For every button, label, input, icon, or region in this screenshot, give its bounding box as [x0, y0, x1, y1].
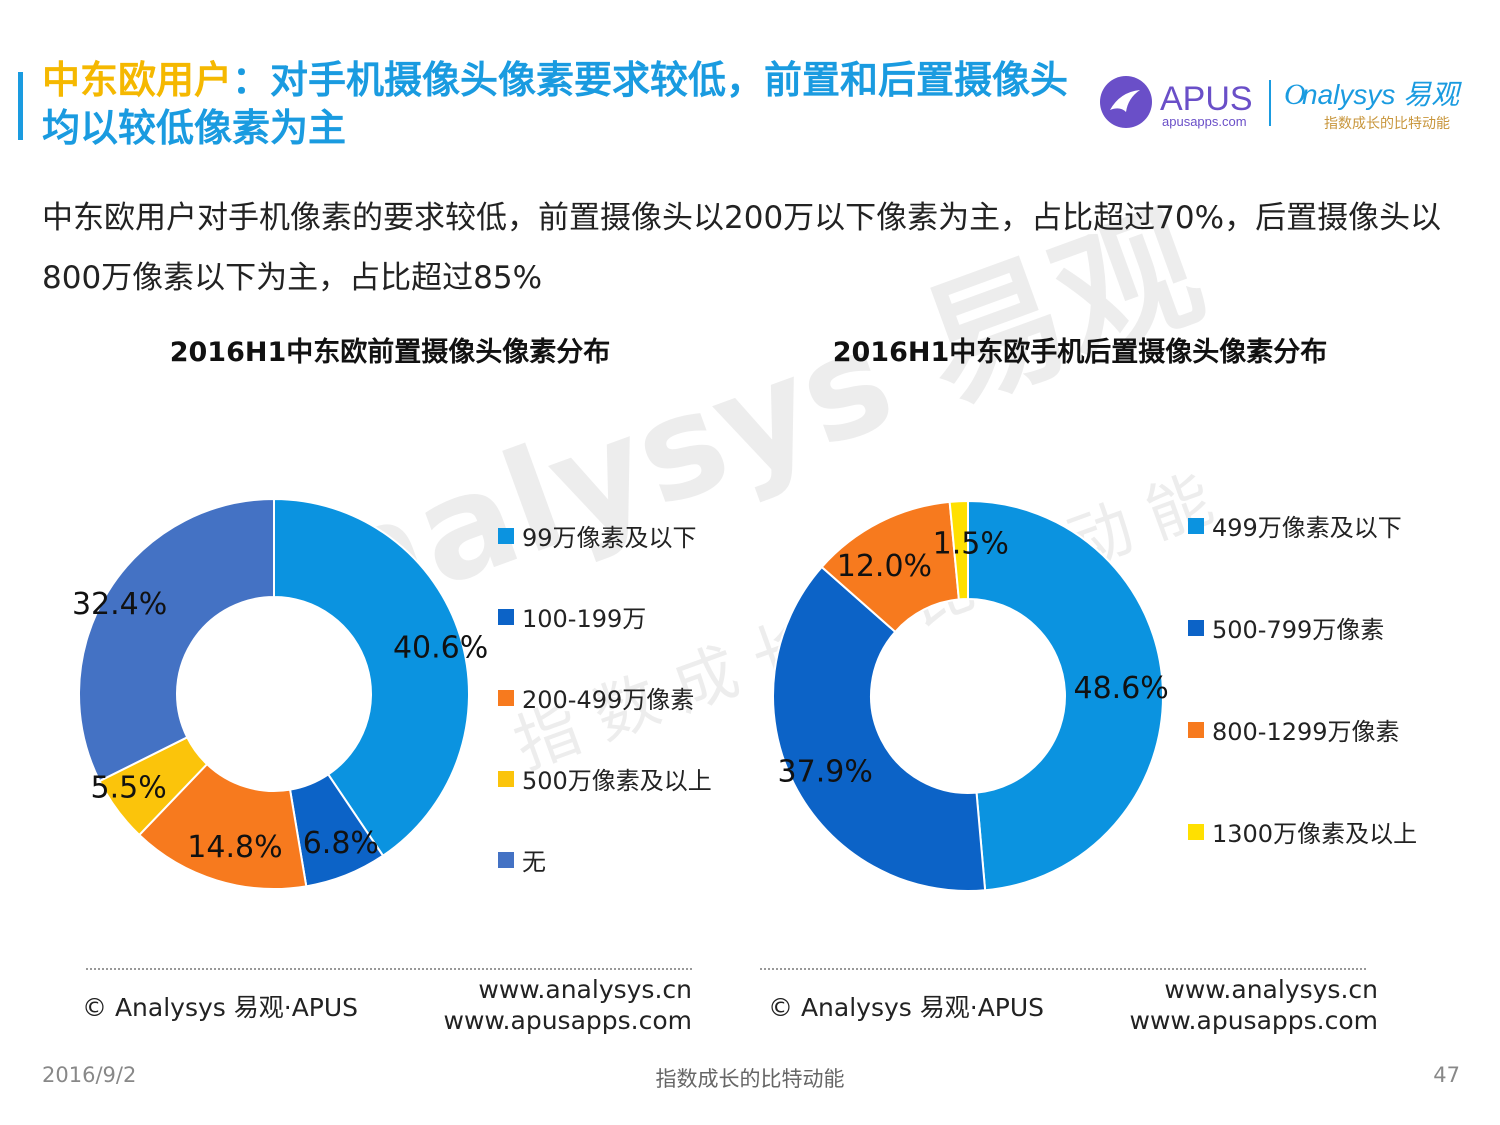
analysys-logo-o: O [1284, 78, 1306, 111]
chart-right-title: 2016H1中东欧手机后置摄像头像素分布 [832, 337, 1328, 368]
urls-left: www.analysys.cn www.apusapps.com [430, 974, 692, 1036]
rear-legend-item-1: 500-799万像素 [1188, 610, 1384, 645]
front-legend-swatch-0 [498, 527, 514, 544]
rear-label-3: 1.5% [933, 526, 1009, 561]
rear-legend-item-0: 499万像素及以下 [1188, 508, 1402, 543]
rear-legend-swatch-0 [1188, 517, 1204, 534]
rear-legend-label-3: 1300万像素及以上 [1212, 820, 1418, 848]
front-slice-2 [137, 762, 308, 890]
url-analysys-left: www.analysys.cn [478, 975, 692, 1004]
apus-logo-url: apusapps.com [1162, 114, 1247, 129]
front-legend-label-1: 100-199万 [522, 605, 647, 633]
apus-logo-text: APUS [1160, 80, 1253, 118]
footer-slogan: 指数成长的比特动能 [655, 1067, 845, 1091]
title-accent-bar [18, 72, 23, 140]
front-label-3: 5.5% [91, 771, 167, 806]
url-apus-right: www.apusapps.com [1129, 1006, 1378, 1035]
footer-date: 2016/9/2 [42, 1063, 137, 1087]
page-title: 中东欧用户：对手机摄像头像素要求较低，前置和后置摄像头均以较低像素为主 [42, 56, 1102, 152]
divider-left [86, 968, 692, 970]
front-legend-item-1: 100-199万 [498, 599, 646, 634]
front-legend-label-2: 200-499万像素 [522, 686, 695, 714]
front-legend-label-4: 无 [522, 848, 546, 876]
url-analysys-right: www.analysys.cn [1164, 975, 1378, 1004]
front-legend-item-0: 99万像素及以下 [498, 518, 697, 553]
rear-slice-3 [948, 499, 969, 601]
page-number: 47 [1433, 1063, 1460, 1087]
rear-label-1: 37.9% [778, 755, 873, 790]
front-legend-item-2: 200-499万像素 [498, 680, 694, 715]
logo-area: APUS apusapps.com O nalysys 易观 指数成长的比特动能 [1098, 74, 1478, 134]
front-legend-label-0: 99万像素及以下 [522, 524, 697, 552]
rear-legend-item-3: 1300万像素及以上 [1188, 814, 1417, 849]
rear-legend-label-2: 800-1299万像素 [1212, 718, 1400, 746]
divider-right [760, 968, 1366, 970]
front-legend-item-4: 无 [498, 842, 546, 877]
front-slice-0 [273, 497, 470, 858]
legend-rear-camera: 499万像素及以下 500-799万像素 800-1299万像素 1300万像素及以上 [1188, 508, 1448, 848]
rear-legend-label-0: 499万像素及以下 [1212, 514, 1402, 542]
front-label-0: 40.6% [393, 631, 488, 666]
front-label-4: 32.4% [72, 587, 167, 622]
source-right: © Analysys 易观·APUS [768, 993, 1045, 1022]
analysys-logo-text: nalysys 易观 [1302, 79, 1462, 110]
chart-left-title: 2016H1中东欧前置摄像头像素分布 [169, 337, 611, 368]
front-label-1: 6.8% [303, 826, 379, 861]
rear-legend-swatch-3 [1188, 823, 1204, 840]
rear-legend-swatch-1 [1188, 619, 1204, 636]
rear-slice-1 [772, 565, 987, 892]
rear-legend-label-1: 500-799万像素 [1212, 616, 1385, 644]
front-legend-swatch-3 [498, 770, 514, 787]
front-legend-label-3: 500万像素及以上 [522, 767, 712, 795]
legend-front-camera: 99万像素及以下 100-199万 200-499万像素 500万像素及以上无 [498, 518, 738, 878]
rear-legend-item-2: 800-1299万像素 [1188, 712, 1400, 747]
front-legend-item-3: 500万像素及以上 [498, 761, 712, 796]
url-apus-left: www.apusapps.com [443, 1006, 692, 1035]
front-legend-swatch-1 [498, 608, 514, 625]
apus-logo: APUS apusapps.com O nalysys 易观 指数成长的比特动能 [1100, 76, 1462, 132]
rear-label-0: 48.6% [1073, 671, 1168, 706]
front-legend-swatch-4 [498, 851, 514, 868]
rear-slice-0 [967, 499, 1164, 892]
analysys-logo-slogan: 指数成长的比特动能 [1324, 116, 1450, 132]
urls-right: www.analysys.cn www.apusapps.com [1108, 974, 1378, 1036]
title-rest: ：对手机摄像头像素要求较低，前置和后置摄像头均以较低像素为主 [42, 58, 1069, 150]
front-legend-swatch-2 [498, 689, 514, 706]
donut-chart-rear-camera: 48.6% 37.9% 12.0%1.5% [772, 499, 1169, 892]
apus-logo-bird [1110, 90, 1140, 112]
summary-text: 中东欧用户对手机像素的要求较低，前置摄像头以200万以下像素为主，占比超过70%… [42, 200, 1442, 296]
rear-label-2: 12.0% [837, 549, 932, 584]
source-left: © Analysys 易观·APUS [82, 993, 359, 1022]
rear-legend-swatch-2 [1188, 721, 1204, 738]
front-slice-4 [78, 497, 275, 783]
title-highlight: 中东欧用户 [42, 58, 233, 102]
donut-chart-front-camera: 40.6% 6.8% 14.8% 5.5% 32.4% [72, 497, 488, 890]
front-label-2: 14.8% [187, 830, 282, 865]
